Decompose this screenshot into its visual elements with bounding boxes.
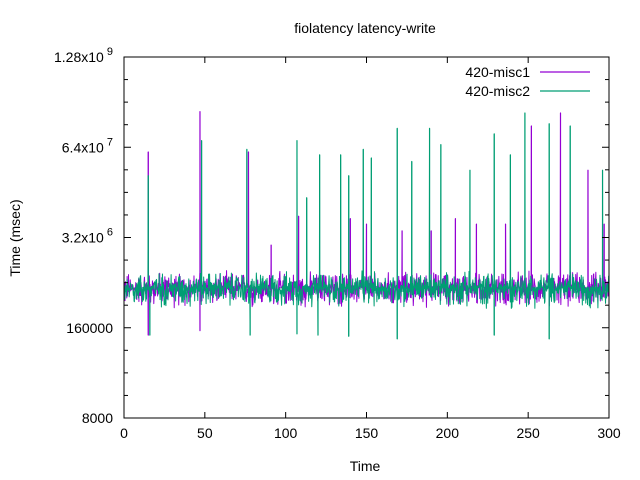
x-tick-label: 0 bbox=[120, 425, 128, 441]
y-tick-label: 8000 bbox=[82, 410, 113, 426]
y-tick-label: 6.4x10 7 bbox=[62, 136, 113, 155]
x-tick-label: 250 bbox=[516, 425, 540, 441]
x-tick-label: 100 bbox=[274, 425, 298, 441]
y-tick-label: 1.28x10 9 bbox=[54, 46, 113, 65]
legend: 420-misc1 420-misc2 bbox=[465, 64, 590, 99]
x-axis-label: Time bbox=[350, 458, 381, 474]
y-tick-label: 160000 bbox=[66, 320, 113, 336]
series-420-misc2 bbox=[123, 112, 610, 340]
series-420-misc1 bbox=[123, 110, 610, 336]
y-tick-label: 3.2x10 6 bbox=[62, 227, 113, 246]
x-tick-label: 50 bbox=[197, 425, 213, 441]
series-line bbox=[123, 110, 610, 336]
x-tick-label: 300 bbox=[597, 425, 621, 441]
chart-title: fiolatency latency-write bbox=[294, 20, 436, 36]
series-line bbox=[123, 112, 610, 340]
legend-label-misc2: 420-misc2 bbox=[465, 83, 530, 99]
x-tick-label: 200 bbox=[436, 425, 460, 441]
x-tick-label: 150 bbox=[355, 425, 379, 441]
legend-label-misc1: 420-misc1 bbox=[465, 64, 530, 80]
y-axis-label: Time (msec) bbox=[7, 199, 23, 276]
